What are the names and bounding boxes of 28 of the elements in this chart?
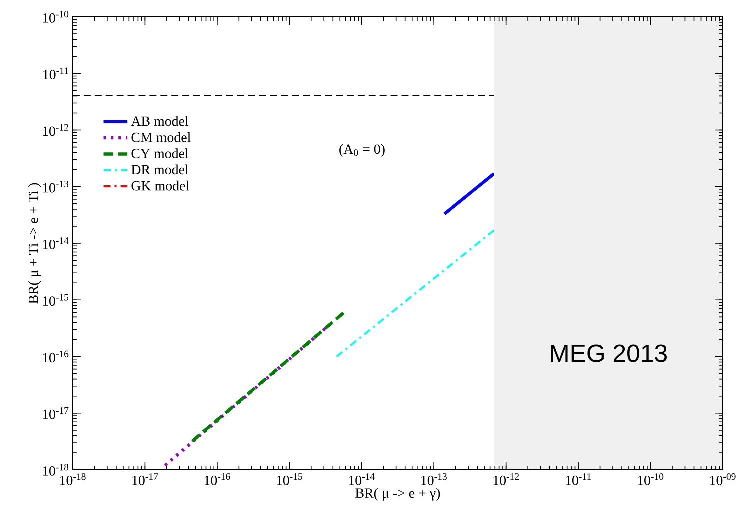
legend-label: AB model — [131, 116, 189, 126]
x-tick-label: 10$^{-13}$ — [422, 474, 447, 486]
x-tick-label: 10$^{-16}$ — [204, 474, 230, 486]
y-tick-label: 10$^{-14}$ — [43, 238, 69, 250]
y-tick-label: 10$^{-15}$ — [43, 294, 69, 306]
legend-label: GK model — [132, 180, 190, 191]
annotation: (A$_{0}$ = 0) — [340, 144, 385, 157]
x-tick-label: 10$^{-17}$ — [132, 474, 158, 486]
y-tick-label: 10$^{-10}$ — [43, 11, 69, 23]
y-tick-label: 10$^{-17}$ — [43, 407, 69, 420]
x-tick-label: 10$^{-10}$ — [638, 474, 664, 486]
y-tick-label: 10$^{-12}$ — [43, 124, 68, 136]
x-axis-title: BR( μ -> e + γ) — [356, 488, 440, 501]
x-tick-label: 10$^{-14}$ — [349, 474, 375, 486]
legend-label: CM model — [132, 132, 191, 142]
y-tick-label: 10$^{-16}$ — [43, 350, 69, 363]
x-tick-label: 10$^{-09}$ — [710, 474, 736, 486]
x-tick-label: 10$^{-15}$ — [277, 474, 302, 486]
legend-label: CY model — [132, 148, 189, 158]
y-tick-label: 10$^{-18}$ — [43, 464, 69, 476]
y-tick-label: 10$^{-13}$ — [43, 180, 69, 193]
x-tick-label: 10$^{-11}$ — [566, 474, 592, 486]
legend-label: DR model — [132, 164, 189, 175]
y-axis-title: BR( μ + Ti -> e + Ti ) — [28, 183, 42, 304]
band-label: MEG 2013 — [551, 344, 668, 362]
x-tick-label: 10$^{-18}$ — [60, 474, 86, 486]
x-tick-label: 10$^{-12}$ — [494, 474, 520, 486]
y-tick-label: 10$^{-11}$ — [44, 68, 68, 80]
